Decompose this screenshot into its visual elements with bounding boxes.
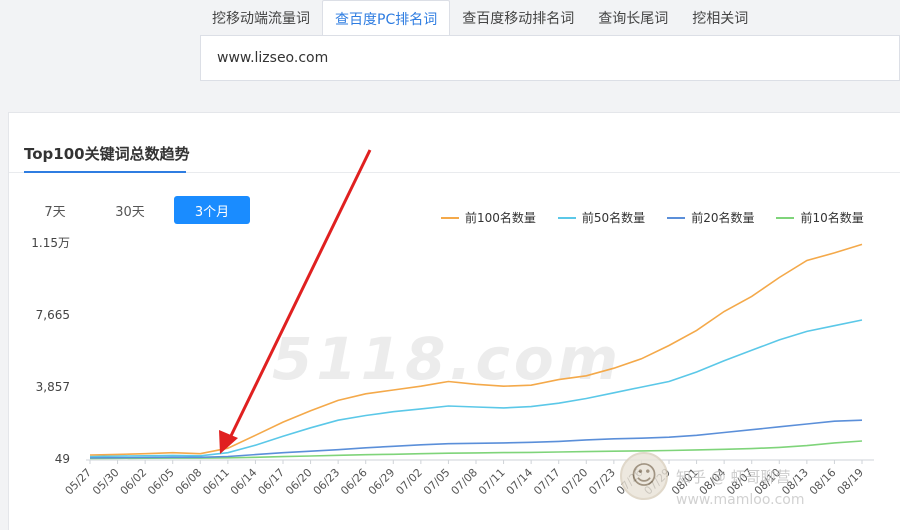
series-line [89,419,863,459]
x-tick-label: 07/20 [559,466,591,498]
card-title-underline [24,171,186,173]
series-line [89,440,863,460]
y-tick-label: 7,665 [36,308,70,322]
x-tick-label: 07/08 [449,466,481,498]
watermark-text: 知乎 @ 虾哥聊营 [676,468,791,486]
range-3m-button[interactable]: 3个月 [174,196,250,224]
legend-label: 前20名数量 [691,211,755,225]
tab-2[interactable]: 查百度移动排名词 [462,11,575,27]
x-tick-label: 08/19 [835,466,867,498]
legend-swatch [776,216,795,219]
tab-1[interactable]: 查百度PC排名词 [322,0,451,36]
x-tick-label: 08/16 [807,466,839,498]
x-tick-label: 07/05 [421,466,453,498]
x-tick-label: 06/05 [145,466,177,498]
legend-swatch [441,216,459,219]
annotation-arrow [226,149,372,443]
x-tick-label: 06/08 [173,466,205,498]
y-tick-label: 1.15万 [31,236,70,250]
legend-label: 前50名数量 [581,211,646,225]
chart-legend: 前100名数量 前50名数量 前20名数量 前10名数量 [441,209,886,226]
legend-swatch [557,216,576,219]
watermark-site: www.mamloo.com [676,492,805,508]
x-tick-label: 06/23 [311,466,343,498]
tab-3[interactable]: 查询长尾词 [598,11,669,27]
tab-bar: 挖移动端流量词 查百度PC排名词 查百度移动排名词 查询长尾词 挖相关词 [200,0,760,36]
y-tick-label: 49 [55,452,70,466]
legend-item[interactable]: 前100名数量 [441,209,536,226]
x-tick-label: 06/26 [338,466,370,498]
search-input[interactable] [201,36,899,80]
x-tick-label: 07/17 [531,466,563,498]
series-line [89,243,863,456]
range-7d-button[interactable]: 7天 [44,204,66,220]
series-line [89,319,863,458]
card-title: Top100关键词总数趋势 [24,145,190,163]
annotation-arrow-head [219,430,238,454]
x-tick-label: 07/14 [504,466,536,498]
x-tick-label: 06/14 [228,466,260,498]
legend-item[interactable]: 前10名数量 [776,209,864,226]
legend-label: 前100名数量 [465,211,536,225]
x-tick-label: 07/23 [586,466,618,498]
x-tick-label: 05/30 [90,466,122,498]
x-tick-label: 06/17 [256,466,288,498]
range-30d-button[interactable]: 30天 [115,204,145,220]
y-tick-label: 3,857 [36,380,70,394]
legend-item[interactable]: 前20名数量 [667,209,754,226]
x-tick-label: 06/29 [366,466,398,498]
x-tick-label: 07/02 [393,466,425,498]
legend-swatch [667,216,686,219]
x-tick-label: 06/20 [283,466,315,498]
tab-4[interactable]: 挖相关词 [692,11,749,27]
card-divider [9,172,900,173]
x-tick-label: 05/27 [63,466,95,498]
legend-label: 前10名数量 [800,211,864,225]
x-tick-label: 07/11 [476,466,508,498]
x-tick-label: 06/02 [118,466,150,498]
tab-0[interactable]: 挖移动端流量词 [212,11,310,27]
x-tick-label: 06/11 [200,466,232,498]
search-field[interactable] [200,35,900,81]
avatar: ☺ [620,452,668,500]
legend-item[interactable]: 前50名数量 [557,209,646,226]
